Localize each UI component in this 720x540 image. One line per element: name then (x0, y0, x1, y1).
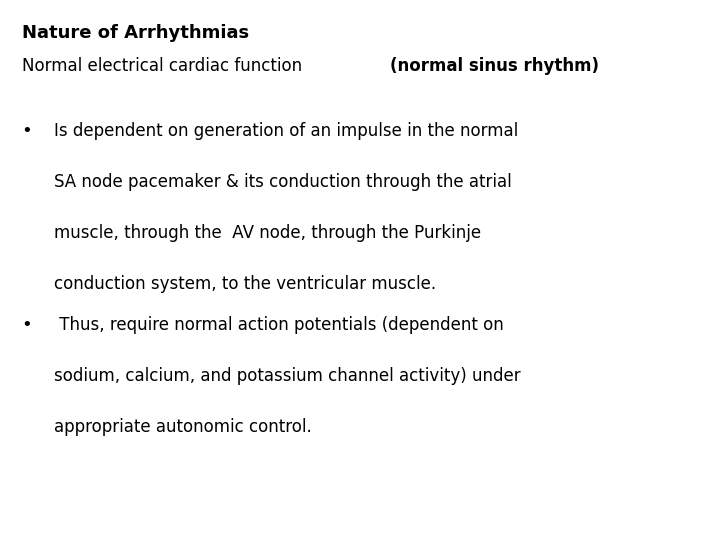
Text: •: • (22, 316, 32, 334)
Text: sodium, calcium, and potassium channel activity) under: sodium, calcium, and potassium channel a… (54, 367, 521, 385)
Text: muscle, through the  AV node, through the Purkinje: muscle, through the AV node, through the… (54, 224, 481, 242)
Text: (normal sinus rhythm): (normal sinus rhythm) (390, 57, 599, 75)
Text: Thus, require normal action potentials (dependent on: Thus, require normal action potentials (… (54, 316, 504, 334)
Text: Nature of Arrhythmias: Nature of Arrhythmias (22, 24, 248, 42)
Text: Is dependent on generation of an impulse in the normal: Is dependent on generation of an impulse… (54, 122, 518, 139)
Text: conduction system, to the ventricular muscle.: conduction system, to the ventricular mu… (54, 275, 436, 293)
Text: SA node pacemaker & its conduction through the atrial: SA node pacemaker & its conduction throu… (54, 173, 512, 191)
Text: •: • (22, 122, 32, 139)
Text: appropriate autonomic control.: appropriate autonomic control. (54, 418, 312, 436)
Text: Normal electrical cardiac function: Normal electrical cardiac function (22, 57, 307, 75)
